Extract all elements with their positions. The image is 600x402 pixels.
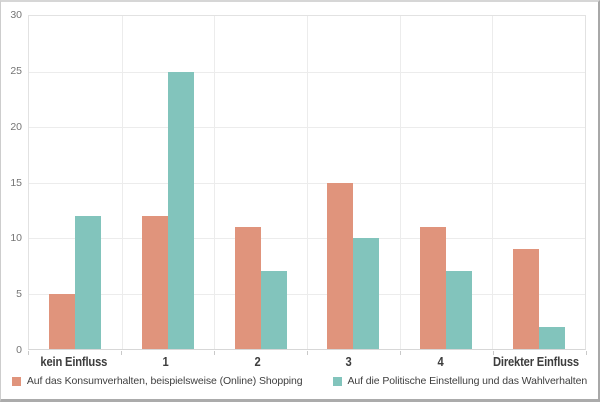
x-tick-label: 4 (437, 354, 444, 369)
legend-swatch-konsumverhalten-icon (11, 376, 21, 386)
legend: Auf das Konsumverhalten, beispielsweise … (1, 375, 598, 387)
legend-swatch-politische-einstellung-icon (332, 376, 342, 386)
x-tick-label: 2 (253, 354, 261, 369)
y-tick-label: 25 (10, 64, 22, 77)
gridline-vertical (214, 16, 216, 349)
x-axis-tick (307, 351, 308, 355)
y-tick-label: 30 (10, 9, 22, 21)
gridline-vertical (399, 16, 401, 349)
bar (353, 238, 380, 349)
bar (168, 71, 194, 349)
bar (512, 249, 539, 349)
y-tick-label: 20 (10, 120, 22, 133)
bar (234, 226, 261, 349)
bar (260, 271, 287, 349)
bar (327, 182, 354, 349)
gridline-vertical (121, 16, 123, 349)
x-tick-label: 3 (345, 354, 352, 369)
bar (142, 215, 168, 349)
x-tick-label: 1 (162, 354, 169, 369)
bar (420, 226, 447, 349)
category-column (122, 16, 215, 349)
y-tick-label: 5 (16, 288, 22, 301)
plot-area (28, 15, 586, 350)
legend-item-konsumverhalten: Auf das Konsumverhalten, beispielsweise … (11, 375, 303, 387)
legend-item-politische-einstellung: Auf die Politische Einstellung und das W… (332, 375, 588, 387)
legend-label-konsumverhalten: Auf das Konsumverhalten, beispielsweise … (26, 375, 303, 387)
x-axis-tick (28, 351, 29, 355)
x-axis-tick (400, 351, 401, 355)
x-axis-tick (121, 351, 122, 355)
bar (538, 326, 565, 349)
gridline-vertical (307, 16, 308, 349)
gridline-vertical (492, 16, 494, 349)
x-axis-tick (214, 351, 215, 355)
x-axis: kein Einfluss 1 2 3 4 Direkter Einfluss (28, 354, 586, 369)
y-tick-label: 10 (10, 232, 22, 245)
bar (49, 293, 76, 349)
x-axis-tick (493, 351, 494, 355)
x-tick-label: Direkter Einfluss (493, 354, 579, 369)
category-column (492, 16, 585, 349)
bar (75, 215, 102, 349)
category-column (307, 16, 400, 349)
x-tick-label: kein Einfluss (40, 354, 108, 369)
category-column (400, 16, 493, 349)
legend-label-politische-einstellung: Auf die Politische Einstellung und das W… (347, 375, 588, 387)
x-axis-tick (586, 351, 587, 355)
bar-columns (29, 16, 585, 349)
category-column (214, 16, 307, 349)
y-tick-label: 0 (16, 344, 22, 356)
y-tick-label: 15 (10, 176, 22, 189)
bar (446, 271, 473, 349)
category-column (29, 16, 122, 349)
